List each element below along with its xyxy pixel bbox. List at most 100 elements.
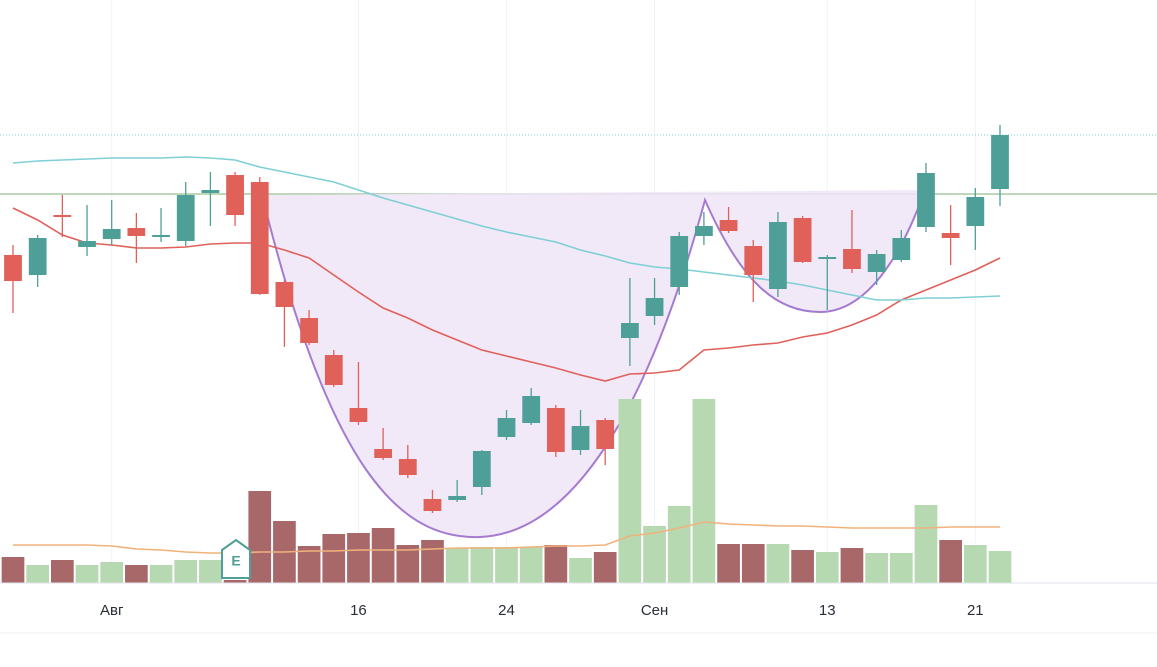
volume-bar xyxy=(421,540,444,583)
candle-body xyxy=(744,246,763,275)
candle-body xyxy=(423,499,442,511)
earnings-marker[interactable]: E xyxy=(221,538,251,579)
x-tick-label: Авг xyxy=(100,602,124,619)
volume-bar xyxy=(717,544,740,583)
candle-body xyxy=(941,233,960,238)
volume-bar xyxy=(75,565,99,583)
volume-bar xyxy=(988,551,1012,583)
volume-bar xyxy=(914,505,938,583)
candle-body xyxy=(867,254,886,272)
candle-body xyxy=(670,236,689,287)
candle-body xyxy=(201,190,220,193)
volume-bar xyxy=(519,547,543,583)
candle-body xyxy=(472,451,491,487)
candles xyxy=(4,125,1009,513)
volume-bar xyxy=(100,562,124,583)
volume-bar xyxy=(643,526,666,583)
candle-body xyxy=(917,173,935,227)
candle-body xyxy=(892,238,911,260)
candle-body xyxy=(571,426,590,450)
candle-body xyxy=(645,298,664,316)
volume-bar xyxy=(840,548,864,583)
volume-bar xyxy=(593,552,617,583)
candle-body xyxy=(398,459,417,475)
candle-body xyxy=(349,408,368,422)
candle-body xyxy=(695,226,713,236)
volume-bar xyxy=(297,546,321,583)
candle-body xyxy=(226,175,244,215)
candle-body xyxy=(448,496,467,500)
volume-bar xyxy=(618,399,642,583)
volume-bar xyxy=(174,560,198,583)
volume-bar xyxy=(791,550,814,583)
candle-body xyxy=(4,255,22,281)
volume-bar xyxy=(815,552,839,583)
volume-bars xyxy=(1,399,1012,583)
volume-bar xyxy=(223,580,247,583)
volume-bar xyxy=(865,553,888,583)
volume-bar xyxy=(248,491,272,583)
x-tick-label: 16 xyxy=(350,602,367,619)
candle-body xyxy=(620,323,639,338)
candle-body xyxy=(818,257,837,259)
x-tick-label: 21 xyxy=(967,602,984,619)
candle-body xyxy=(324,355,343,385)
candle-body xyxy=(53,215,72,217)
candle-body xyxy=(719,220,738,231)
volume-bar xyxy=(125,565,148,583)
moving-average xyxy=(12,207,1001,382)
candle-body xyxy=(966,197,985,226)
volume-bar xyxy=(1,557,25,583)
x-tick-label: 24 xyxy=(498,602,515,619)
volume-bar xyxy=(149,565,173,583)
x-tick-label: 13 xyxy=(819,602,836,619)
volume-bar xyxy=(445,548,469,583)
volume-bar xyxy=(396,545,420,583)
moving-average xyxy=(13,521,1000,554)
moving-average xyxy=(12,156,1001,301)
volume-bar xyxy=(322,534,346,583)
volume-bar xyxy=(963,545,987,583)
candle-body xyxy=(300,318,318,343)
candle-body xyxy=(843,249,861,269)
volume-bar xyxy=(544,545,568,583)
candle-body xyxy=(176,195,195,241)
volume-bar xyxy=(692,399,716,583)
volume-bar xyxy=(199,560,222,583)
candle-body xyxy=(78,241,96,247)
x-axis-labels: Авг 16 24 Сен 13 21 xyxy=(100,602,984,619)
moving-averages xyxy=(12,156,1001,554)
earnings-badge xyxy=(221,538,251,579)
volume-bar xyxy=(889,553,913,583)
volume-bar xyxy=(495,547,518,583)
volume-bar xyxy=(371,528,395,583)
candle-body xyxy=(127,228,146,236)
candle-body xyxy=(374,449,393,458)
candle-body xyxy=(522,396,541,423)
candle-body xyxy=(28,238,47,275)
candle-body xyxy=(250,182,269,294)
candle-body xyxy=(497,418,516,437)
x-tick-label: Сен xyxy=(641,602,668,619)
volume-bar xyxy=(569,558,592,583)
candle-body xyxy=(152,235,170,237)
volume-bar xyxy=(50,560,74,583)
cup-outline xyxy=(261,189,926,539)
volume-bar xyxy=(470,547,494,583)
volume-bar xyxy=(741,544,765,583)
candle-body xyxy=(596,420,615,449)
candle-body xyxy=(275,282,294,307)
volume-bar xyxy=(26,565,50,583)
earnings-label: E xyxy=(231,553,240,569)
volume-bar xyxy=(347,533,370,583)
candle-body xyxy=(102,229,121,239)
volume-bar xyxy=(939,540,963,583)
cup-fill xyxy=(262,190,925,538)
candle-body xyxy=(793,218,812,262)
candle-body xyxy=(769,222,787,289)
candle-body xyxy=(991,135,1009,189)
volume-bar xyxy=(766,544,790,583)
candle-body xyxy=(546,408,565,452)
volume-bar xyxy=(667,506,691,583)
